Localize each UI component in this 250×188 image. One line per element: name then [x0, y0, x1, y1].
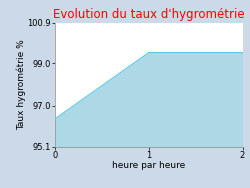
- Title: Evolution du taux d'hygrométrie: Evolution du taux d'hygrométrie: [53, 8, 244, 21]
- Y-axis label: Taux hygrométrie %: Taux hygrométrie %: [16, 39, 26, 130]
- X-axis label: heure par heure: heure par heure: [112, 161, 186, 170]
